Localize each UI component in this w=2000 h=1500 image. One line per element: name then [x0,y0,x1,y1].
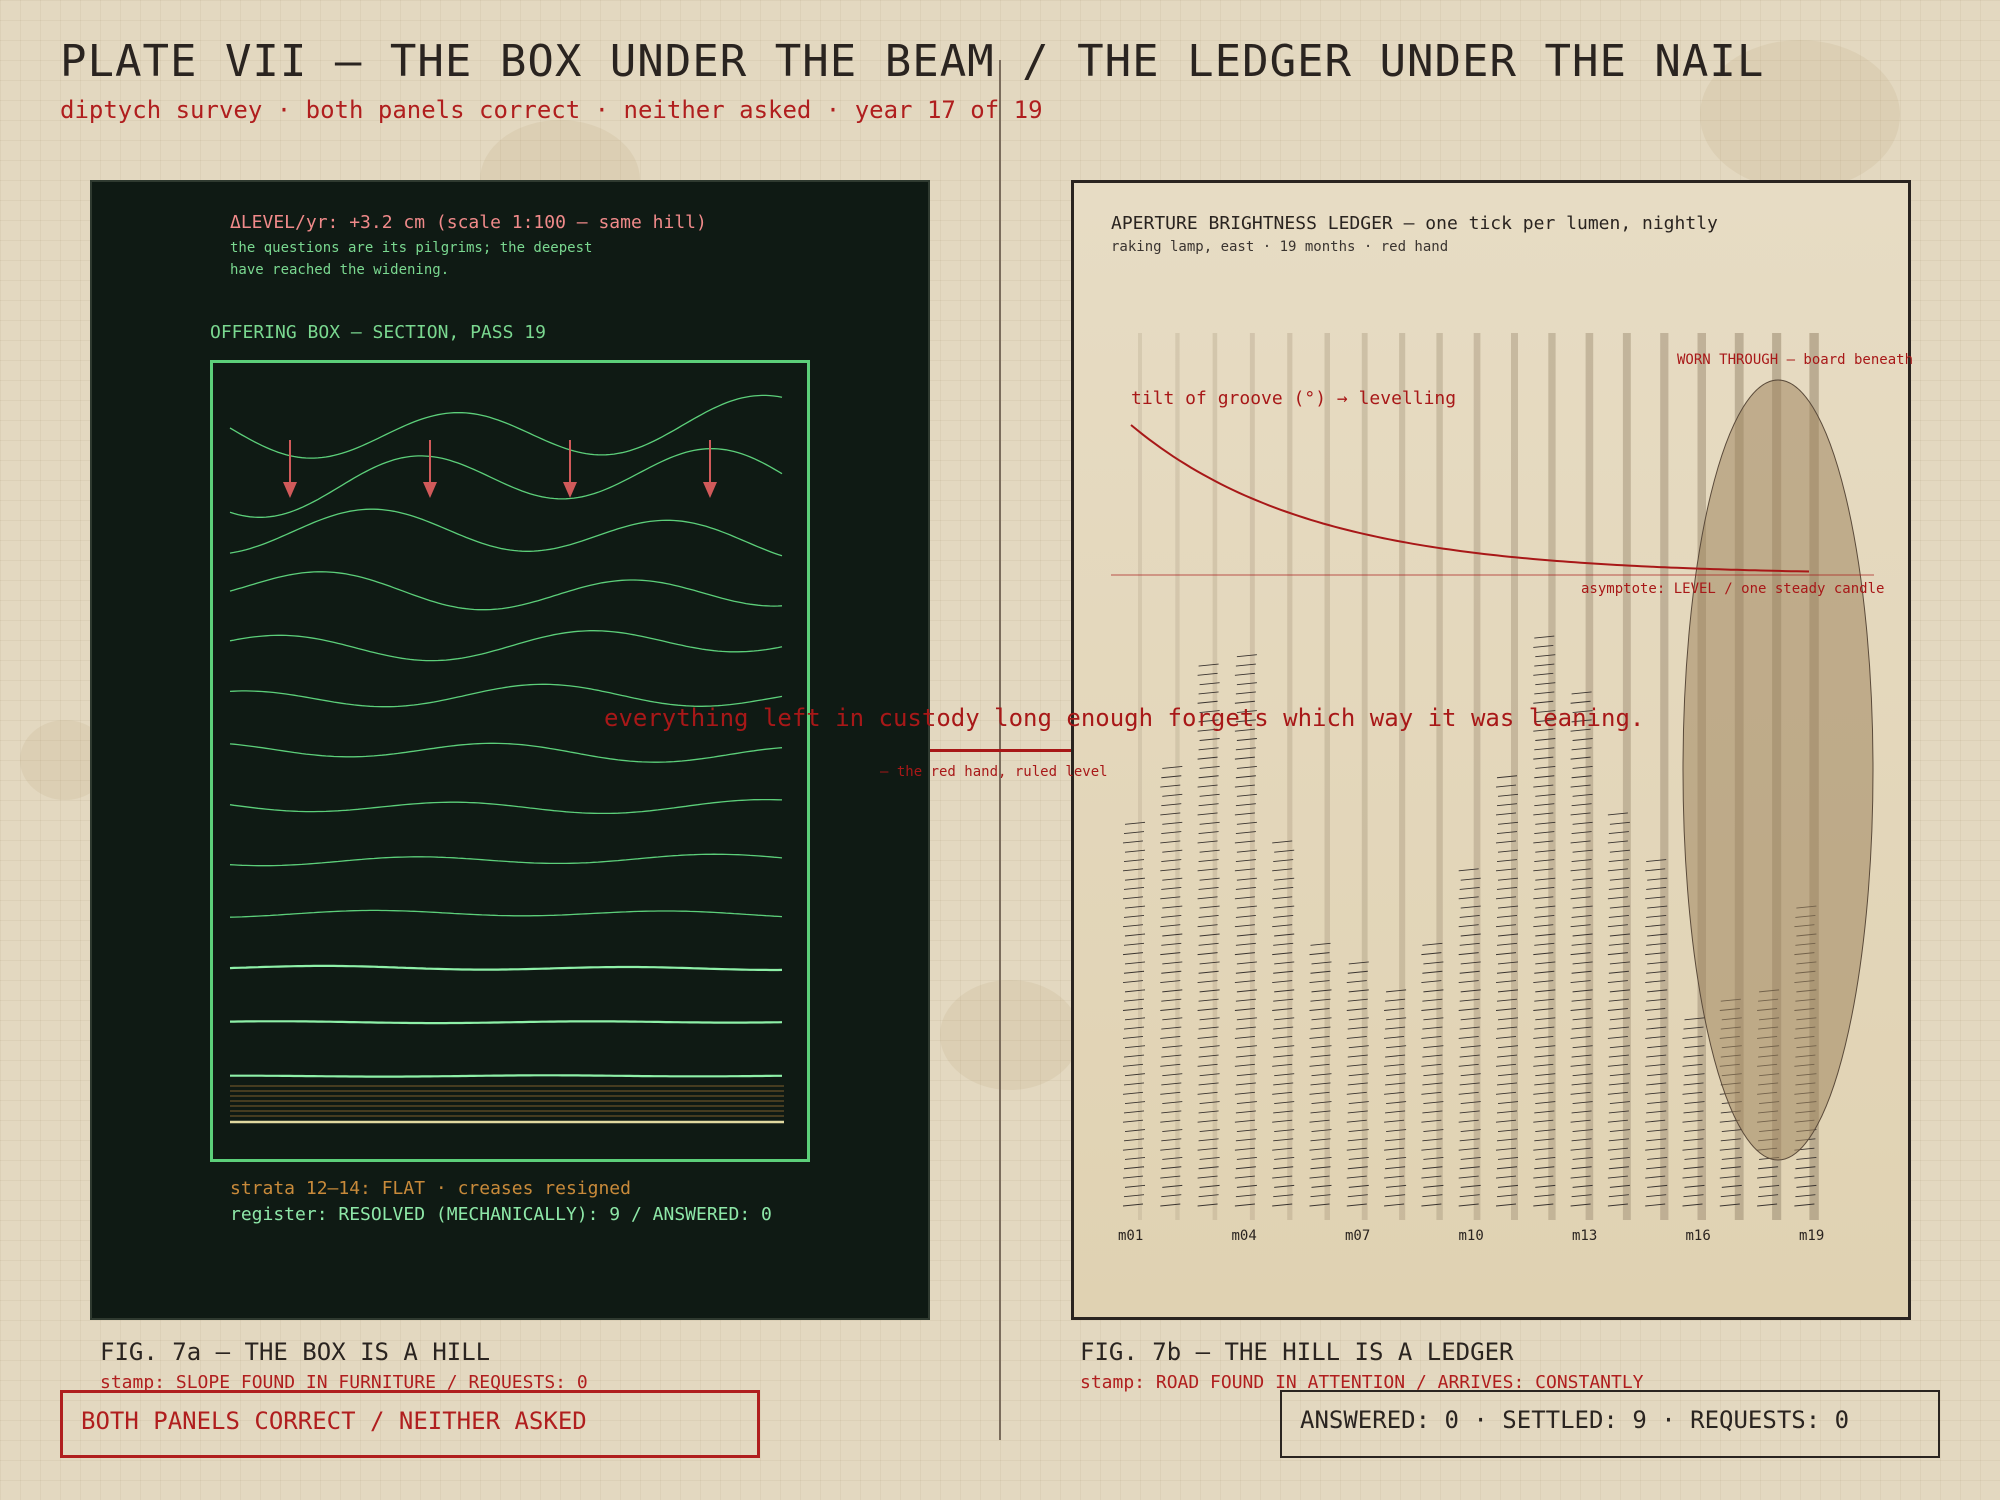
month-label: m10 [1459,1228,1484,1244]
stratum-line [229,742,783,763]
delta-level-readout: ΔLEVEL/yr: +3.2 cm (scale 1:100 — same h… [230,212,707,233]
offering-box-panel: ΔLEVEL/yr: +3.2 cm (scale 1:100 — same h… [90,180,930,1320]
fig-7b-stamp: stamp: ROAD FOUND IN ATTENTION / ARRIVES… [1080,1372,1644,1393]
tally-stack [1309,942,1332,1207]
month-label: m16 [1686,1228,1711,1244]
stratum-line [229,508,783,557]
month-column [1436,333,1443,1220]
tally-stack [1421,942,1444,1207]
worn-through-label: WORN THROUGH — board beneath [1677,352,1914,368]
month-column [1399,333,1406,1220]
month-label: m19 [1799,1228,1824,1244]
stratum-line [230,1020,783,1025]
stratum-line [229,964,783,972]
ledger-diagram: m01 m04 m07 m10 m13 m16 m19 [1111,333,1874,1244]
month-label: m07 [1345,1228,1370,1244]
stratum-line [229,909,783,918]
tally-stack [1533,635,1556,1207]
pressure-arrow [563,440,577,498]
tally-stack [1645,859,1668,1207]
verdict-badge: BOTH PANELS CORRECT / NEITHER ASKED [60,1390,760,1458]
stratum-line [229,630,783,662]
paper-stain [940,980,1080,1090]
tally-badge: ANSWERED: 0 · SETTLED: 9 · REQUESTS: 0 [1280,1390,1940,1458]
asymptote-label: asymptote: LEVEL / one steady candle [1581,581,1885,597]
tally-stack [1458,868,1481,1207]
tally-stack [1272,840,1295,1207]
tally-stack [1570,691,1593,1207]
fig-7a-caption: FIG. 7a — THE BOX IS A HILL [100,1338,491,1366]
pressure-arrow [423,440,437,498]
tally-stack [1234,654,1257,1207]
tally-stack [1160,765,1183,1207]
month-column [1473,333,1481,1220]
pressure-arrow [283,440,297,498]
paper-stain [1700,40,1900,190]
stratum-line [229,571,783,611]
fig-7b-caption: FIG. 7b — THE HILL IS A LEDGER [1080,1338,1514,1366]
month-label: m13 [1572,1228,1597,1244]
month-column [1548,333,1556,1220]
worn-through-ellipse [1682,379,1874,1161]
page-title: PLATE VII — THE BOX UNDER THE BEAM / THE… [60,36,1765,87]
stratum-line [229,448,783,518]
tally-stack [1495,775,1519,1207]
tally-stack [1122,821,1146,1207]
resolution-register: register: RESOLVED (MECHANICALLY): 9 / A… [230,1204,772,1225]
brightness-ledger-panel: APERTURE BRIGHTNESS LEDGER — one tick pe… [1071,180,1914,1320]
month-column [1138,333,1142,1220]
month-column [1622,333,1631,1220]
ledger-title: APERTURE BRIGHTNESS LEDGER — one tick pe… [1111,213,1718,234]
fig-7a-stamp: stamp: SLOPE FOUND IN FURNITURE / REQUES… [100,1372,588,1393]
tally-stack [1384,989,1407,1207]
tally-stack [1197,663,1220,1207]
stratum-line [229,798,783,815]
tally-stack [1346,961,1369,1207]
pilgrim-note-line-2: have reached the widening. [230,262,450,278]
stratum-line [229,394,783,459]
tally-stack [1607,812,1630,1207]
stratum-line [229,853,783,867]
section-title: OFFERING BOX — SECTION, PASS 19 [210,322,546,343]
month-label: m01 [1118,1228,1143,1244]
month-column [1324,333,1330,1220]
connector-line [930,749,1071,752]
tally-stack [1682,1017,1705,1207]
month-column [1287,333,1293,1220]
month-column [1511,333,1518,1220]
levelling-curve [1130,424,1810,573]
curve-label: tilt of groove (°) → levelling [1131,388,1457,409]
stratum-line [229,683,783,708]
month-column [1585,333,1594,1220]
strata-note: strata 12–14: FLAT · creases resigned [230,1178,631,1199]
pressure-arrow [703,440,717,498]
month-column [1660,333,1669,1220]
stratum-line [230,1074,782,1078]
ledger-subtitle: raking lamp, east · 19 months · red hand [1111,239,1449,255]
red-hand-quote: everything left in custody long enough f… [604,704,1645,732]
quote-attribution: — the red hand, ruled level [880,764,1108,780]
pilgrim-note-line-1: the questions are its pilgrims; the deep… [230,240,593,256]
page-subtitle: diptych survey · both panels correct · n… [60,96,1043,124]
month-column [1361,333,1368,1220]
strata-section-diagram [210,360,810,1162]
month-label: m04 [1232,1228,1257,1244]
section-frame [210,360,810,1162]
